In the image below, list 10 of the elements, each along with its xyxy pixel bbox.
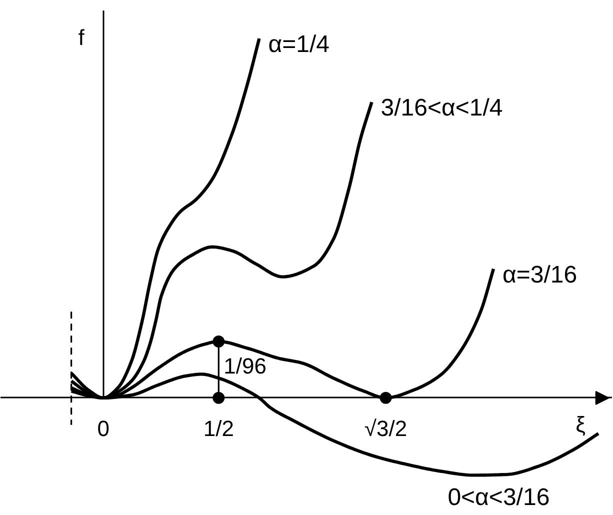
x-tick-label: √3/2 [364, 416, 408, 441]
x-axis-title: ξ [576, 412, 586, 437]
annotation: 1/96 [224, 353, 266, 378]
series-label: 3/16<α<1/4 [380, 94, 503, 122]
series-label: α=1/4 [268, 30, 330, 58]
x-tick-label: 0 [97, 416, 110, 441]
y-axis-title: f [78, 25, 86, 50]
series-label: 0<α<3/16 [448, 484, 550, 512]
series-label: α=3/16 [502, 261, 578, 288]
x-tick-label: 1/2 [203, 416, 234, 441]
